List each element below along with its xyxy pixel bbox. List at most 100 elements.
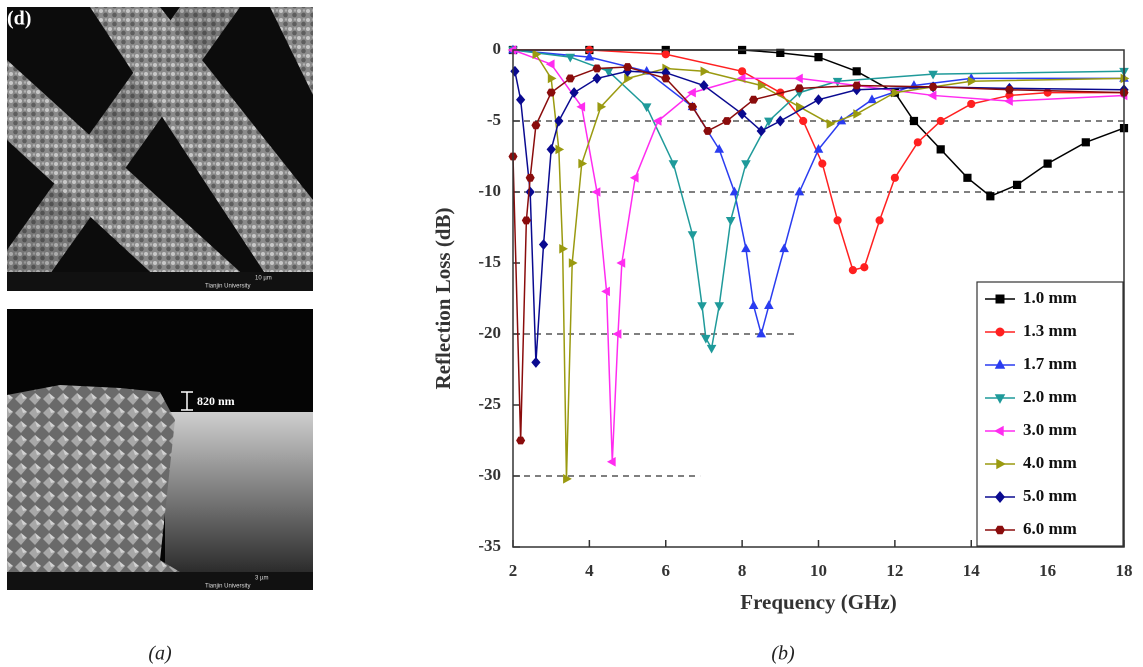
data-point <box>563 474 572 484</box>
sem-image-top: (d) Tianjin University 10 µm <box>7 7 313 291</box>
legend-marker <box>994 425 1004 437</box>
data-point <box>521 216 531 225</box>
line <box>513 49 1124 271</box>
data-point <box>749 95 759 104</box>
data-point <box>814 53 823 62</box>
legend-label: 2.0 mm <box>1023 387 1077 406</box>
chart: 2 4 6 8 10 12 14 16 18 0 -5 -10 -15 -20 -25 -30 -35 Frequ… <box>431 39 1133 614</box>
data-point <box>725 217 736 226</box>
data-point <box>779 243 789 253</box>
data-point <box>555 144 565 155</box>
data-point <box>813 94 824 106</box>
data-point <box>546 143 556 155</box>
data-point <box>986 192 995 201</box>
data-point <box>832 77 843 87</box>
data-point <box>629 172 639 183</box>
data-point <box>714 144 725 153</box>
data-point <box>967 99 976 109</box>
scale-label: 10 µm <box>255 276 272 282</box>
y-tick-label: -20 <box>478 323 501 342</box>
legend-label: 1.0 mm <box>1023 288 1077 307</box>
x-tick-label: 2 <box>509 561 518 580</box>
image-info: Tianjin University <box>205 584 250 590</box>
data-point <box>852 67 861 76</box>
data-point <box>597 101 607 112</box>
data-point <box>546 88 556 97</box>
x-tick-label: 8 <box>738 561 747 580</box>
data-point <box>875 216 884 225</box>
panel-caption: (b) <box>771 643 795 665</box>
data-point <box>531 121 541 130</box>
data-point <box>661 50 670 59</box>
data-point <box>531 356 541 368</box>
data-point <box>592 72 602 84</box>
data-point <box>796 101 805 112</box>
legend-marker <box>996 458 1006 470</box>
data-point <box>516 94 526 106</box>
data-point <box>525 173 535 182</box>
data-point <box>890 173 899 182</box>
legend-label: 4.0 mm <box>1023 453 1077 472</box>
data-point <box>661 74 671 83</box>
data-point <box>714 302 725 311</box>
data-point <box>963 173 972 182</box>
y-tick-label: -35 <box>478 536 501 555</box>
data-point <box>624 73 633 84</box>
data-point <box>756 328 767 338</box>
data-point <box>700 66 710 77</box>
data-point <box>623 63 633 71</box>
data-point <box>794 73 803 84</box>
data-point <box>799 116 808 126</box>
data-point <box>578 158 588 169</box>
data-point <box>860 263 869 272</box>
legend-label: 1.7 mm <box>1023 354 1077 373</box>
data-point <box>867 94 877 104</box>
data-point <box>569 87 579 99</box>
x-tick-label: 10 <box>810 561 827 580</box>
data-point <box>592 64 602 73</box>
data-point <box>576 101 586 112</box>
legend-label: 3.0 mm <box>1023 420 1077 439</box>
data-point <box>741 160 751 169</box>
data-point <box>936 145 945 154</box>
legend-box <box>976 281 1124 547</box>
data-point <box>538 239 549 250</box>
data-point <box>525 186 535 198</box>
data-point <box>565 74 575 83</box>
data-point <box>756 125 766 137</box>
data-point <box>559 243 569 254</box>
data-point <box>776 48 785 57</box>
legend-label: 5.0 mm <box>1023 486 1077 505</box>
data-point <box>565 53 576 63</box>
data-point <box>848 266 857 275</box>
data-point <box>764 117 774 127</box>
data-point <box>568 258 578 268</box>
image-label: (d) <box>7 8 31 30</box>
data-point <box>1004 96 1013 106</box>
data-point <box>748 300 759 309</box>
data-point <box>826 119 836 129</box>
data-point <box>818 159 827 168</box>
legend-label: 6.0 mm <box>1023 519 1077 538</box>
data-point <box>729 186 740 196</box>
sem-image-bottom: 820 nm Tianjin University 3 µm <box>7 309 313 590</box>
legend-label: 1.3 mm <box>1023 321 1077 340</box>
data-point <box>703 127 713 135</box>
data-point <box>532 49 542 60</box>
data-point <box>928 70 938 80</box>
data-point <box>706 344 717 354</box>
x-axis-label: Frequency (GHz) <box>740 590 897 614</box>
data-point <box>775 115 785 127</box>
plot-frame <box>512 49 1125 548</box>
image-info: Tianjin University <box>205 284 250 290</box>
x-tick-label: 12 <box>886 561 903 580</box>
data-point <box>1004 85 1014 94</box>
panel-caption: (a) <box>148 643 172 665</box>
data-point <box>741 243 751 253</box>
data-point <box>794 186 805 196</box>
data-point <box>852 81 862 90</box>
legend-marker <box>994 491 1006 503</box>
data-point <box>510 65 520 77</box>
y-tick-label: -30 <box>478 465 501 484</box>
